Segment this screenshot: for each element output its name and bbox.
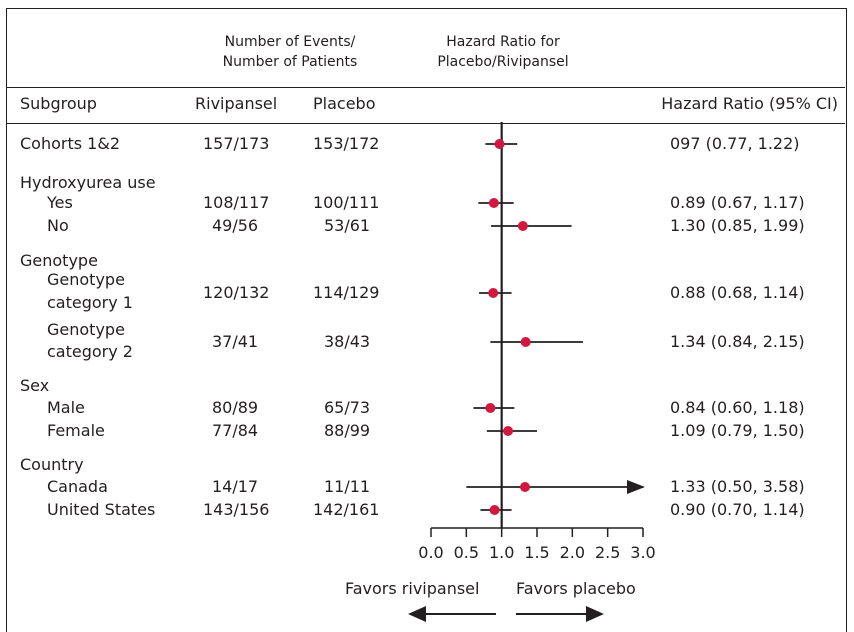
row-label: Male [47, 398, 85, 417]
row-placebo: 153/172 [313, 134, 380, 153]
row-rivipansel: 80/89 [212, 398, 259, 417]
x-tick-label: 2.5 [595, 543, 620, 562]
hazard-ratio-point [488, 288, 499, 298]
row-ci: 0.89 (0.67, 1.17) [670, 193, 805, 212]
top-rule [7, 87, 845, 88]
row-placebo: 38/43 [324, 332, 371, 351]
favors-arrows [408, 606, 604, 622]
row-ci: 097 (0.77, 1.22) [670, 134, 800, 153]
row-placebo: 65/73 [324, 398, 371, 417]
row-ci: 0.84 (0.60, 1.18) [670, 398, 805, 417]
ci-arrowhead [627, 480, 645, 494]
row-label: Cohorts 1&2 [20, 134, 120, 153]
row-label-line2: category 1 [47, 293, 133, 312]
column-header-rule [7, 123, 845, 124]
x-tick-label: 0.5 [454, 543, 479, 562]
x-tick-label: 1.0 [489, 543, 514, 562]
row-placebo: 53/61 [324, 216, 371, 235]
hazard-ratio-point [489, 505, 500, 515]
row-label: Yes [47, 193, 73, 212]
favors-placebo-label: Favors placebo [516, 579, 636, 598]
events-header-line2: Number of Patients [222, 54, 358, 70]
events-header: Number of Events/ Number of Patients [190, 32, 390, 72]
events-header-line1: Number of Events/ [224, 34, 356, 50]
row-placebo: 114/129 [313, 283, 380, 302]
col-placebo: Placebo [313, 94, 376, 113]
row-ci: 1.34 (0.84, 2.15) [670, 332, 805, 351]
group-label: Sex [20, 376, 50, 395]
hazard-ratio-point [488, 198, 499, 208]
row-label-line2: category 2 [47, 342, 133, 361]
row-rivipansel: 77/84 [212, 421, 259, 440]
row-rivipansel: 108/117 [203, 193, 270, 212]
hazard-ratio-point [520, 337, 531, 347]
row-placebo: 88/99 [324, 421, 371, 440]
hazard-ratio-point [519, 482, 530, 492]
row-rivipansel: 143/156 [203, 500, 270, 519]
row-rivipansel: 157/173 [203, 134, 270, 153]
row-ci: 1.33 (0.50, 3.58) [670, 477, 805, 496]
row-rivipansel: 14/17 [212, 477, 259, 496]
hazard-ratio-point [485, 403, 496, 413]
group-label: Genotype [20, 251, 98, 270]
row-placebo: 11/11 [324, 477, 371, 496]
row-label: No [47, 216, 69, 235]
row-ci: 0.88 (0.68, 1.14) [670, 283, 805, 302]
favors-rivipansel-arrowhead [408, 606, 426, 622]
favors-placebo-arrowhead [586, 606, 604, 622]
x-tick-label: 2.0 [560, 543, 585, 562]
row-rivipansel: 37/41 [212, 332, 259, 351]
group-label: Hydroxyurea use [20, 173, 156, 192]
row-label: Canada [47, 477, 108, 496]
col-rivipansel: Rivipansel [195, 94, 278, 113]
row-ci: 1.09 (0.79, 1.50) [670, 421, 805, 440]
row-ci: 1.30 (0.85, 1.99) [670, 216, 805, 235]
row-label: Genotype [47, 320, 125, 339]
hr-header-line1: Hazard Ratio for [446, 34, 560, 50]
hr-header: Hazard Ratio for Placebo/Rivipansel [413, 32, 593, 72]
row-label: United States [47, 500, 156, 519]
row-placebo: 142/161 [313, 500, 380, 519]
row-rivipansel: 120/132 [203, 283, 270, 302]
favors-rivipansel-label: Favors rivipansel [345, 579, 480, 598]
x-tick-label: 0.0 [418, 543, 443, 562]
col-ci: Hazard Ratio (95% CI) [661, 94, 838, 113]
col-subgroup: Subgroup [20, 94, 97, 113]
hazard-ratio-point [517, 221, 528, 231]
x-tick-label: 3.0 [630, 543, 655, 562]
row-ci: 0.90 (0.70, 1.14) [670, 500, 805, 519]
row-placebo: 100/111 [313, 193, 380, 212]
group-label: Country [20, 455, 84, 474]
hazard-ratio-point [503, 426, 514, 436]
hazard-ratio-point [494, 139, 505, 149]
hr-header-line2: Placebo/Rivipansel [437, 54, 569, 70]
row-rivipansel: 49/56 [212, 216, 259, 235]
figure-frame [6, 8, 847, 632]
row-label: Genotype [47, 270, 125, 289]
row-label: Female [47, 421, 105, 440]
x-tick-label: 1.5 [524, 543, 549, 562]
